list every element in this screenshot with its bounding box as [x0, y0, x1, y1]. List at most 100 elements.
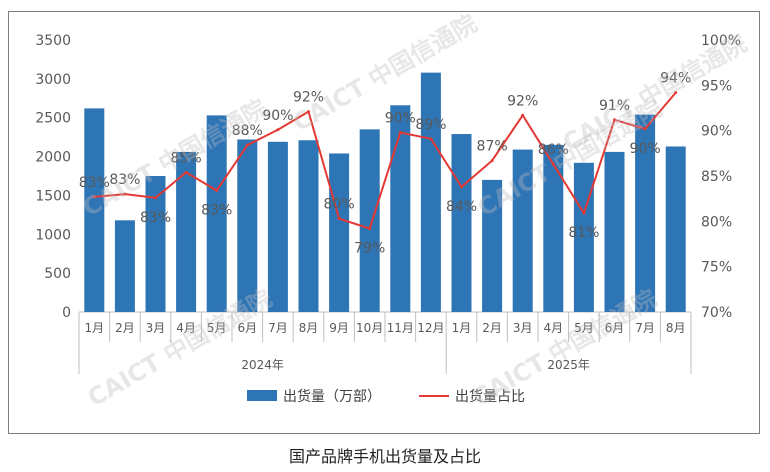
share-point [551, 162, 555, 166]
bar [84, 108, 105, 312]
y-left-tick-label: 1500 [35, 188, 71, 204]
share-point [674, 91, 678, 95]
share-data-label: 91% [599, 98, 630, 114]
x-tick-label: 7月 [268, 321, 288, 335]
legend-bar-label: 出货量（万部） [283, 388, 381, 405]
share-data-label: 86% [538, 142, 569, 158]
x-tick-label: 1月 [84, 321, 104, 335]
figure-caption: 国产品牌手机出货量及占比 [288, 447, 481, 466]
x-tick-label: 2月 [482, 321, 502, 335]
share-point [582, 211, 586, 215]
share-point [245, 143, 249, 147]
bar [604, 151, 625, 312]
x-tick-label: 10月 [356, 321, 383, 335]
x-tick-label: 12月 [417, 321, 444, 335]
bar [206, 115, 227, 312]
share-point [337, 217, 341, 221]
x-tick-label: 3月 [513, 321, 533, 335]
y-left-tick-label: 2500 [35, 111, 71, 127]
share-data-label: 83% [140, 210, 171, 226]
share-data-label: 90% [630, 141, 661, 157]
share-data-label: 83% [109, 172, 140, 188]
bar [114, 220, 135, 312]
share-data-label: 92% [507, 93, 538, 109]
share-data-label: 92% [293, 90, 324, 106]
bar [237, 139, 258, 312]
share-point [215, 189, 219, 193]
bar [451, 134, 472, 312]
share-data-label: 85% [171, 150, 202, 166]
y-right-tick-label: 85% [701, 169, 732, 185]
bar [329, 153, 350, 312]
y-right-tick-label: 70% [701, 305, 732, 321]
x-tick-label: 6月 [237, 321, 257, 335]
x-tick-label: 5月 [574, 321, 594, 335]
y-left-tick-label: 0 [62, 305, 71, 321]
bar [298, 140, 319, 312]
bar [635, 114, 656, 312]
bar [390, 105, 411, 312]
share-point [368, 227, 372, 231]
legend-bar-swatch [247, 390, 277, 401]
share-data-label: 88% [232, 123, 263, 139]
x-tick-label: 7月 [635, 321, 655, 335]
x-group-label: 2025年 [547, 358, 590, 372]
share-point [398, 130, 402, 134]
x-tick-label: 11月 [387, 321, 414, 335]
x-tick-label: 6月 [605, 321, 625, 335]
share-point [613, 118, 616, 122]
y-left-tick-label: 3500 [35, 33, 71, 49]
share-data-label: 83% [79, 175, 110, 191]
y-left-tick-label: 2000 [35, 150, 71, 166]
bar [420, 72, 441, 312]
x-tick-label: 4月 [543, 321, 563, 335]
share-data-label: 87% [477, 139, 508, 155]
share-data-label: 89% [415, 117, 446, 133]
share-data-label: 90% [262, 108, 293, 124]
bar [267, 141, 288, 312]
x-tick-label: 8月 [299, 321, 319, 335]
x-tick-label: 2月 [115, 321, 135, 335]
y-left-tick-label: 500 [44, 266, 71, 282]
share-point [123, 192, 127, 196]
y-right-tick-label: 100% [701, 33, 741, 49]
share-line [94, 91, 677, 230]
bar [512, 149, 533, 312]
share-point [460, 185, 463, 189]
share-point [184, 170, 188, 174]
bar [359, 129, 380, 312]
share-point [92, 195, 96, 199]
share-point [521, 113, 525, 117]
y-right-tick-label: 80% [701, 214, 732, 230]
share-point [429, 137, 433, 141]
bar [482, 179, 503, 312]
share-data-label: 80% [324, 197, 355, 213]
bar [543, 144, 564, 312]
x-tick-label: 4月 [176, 321, 196, 335]
y-right-tick-label: 90% [701, 124, 732, 140]
bar [176, 151, 197, 312]
chart-svg: 0 500 1000 1500 2000 2500 3000 3500 70% 75% 80% 85%… [35, 12, 751, 412]
share-data-label: 79% [354, 241, 385, 257]
share-point [643, 127, 647, 131]
share-data-label: 84% [446, 199, 477, 215]
x-tick-label: 5月 [207, 321, 227, 335]
share-point [276, 128, 280, 132]
x-tick-label: 8月 [666, 321, 686, 335]
chart-frame: 0 500 1000 1500 2000 2500 3000 3500 70% 75% 80% 85%… [8, 11, 760, 434]
x-tick-label: 3月 [146, 321, 166, 335]
legend-line-label: 出货量占比 [455, 388, 525, 405]
share-point [154, 196, 157, 200]
share-point [490, 159, 494, 163]
x-tick-label: 9月 [329, 321, 349, 335]
share-point [307, 110, 310, 114]
x-group-label: 2024年 [241, 358, 284, 372]
share-data-label: 94% [660, 71, 691, 87]
y-right-tick-label: 75% [701, 260, 732, 276]
bar [145, 176, 166, 312]
y-left-tick-label: 3000 [35, 72, 71, 88]
share-data-label: 83% [201, 203, 232, 219]
share-data-label: 81% [568, 225, 599, 241]
x-tick-label: 1月 [452, 321, 472, 335]
y-left-tick-label: 1000 [35, 227, 71, 243]
